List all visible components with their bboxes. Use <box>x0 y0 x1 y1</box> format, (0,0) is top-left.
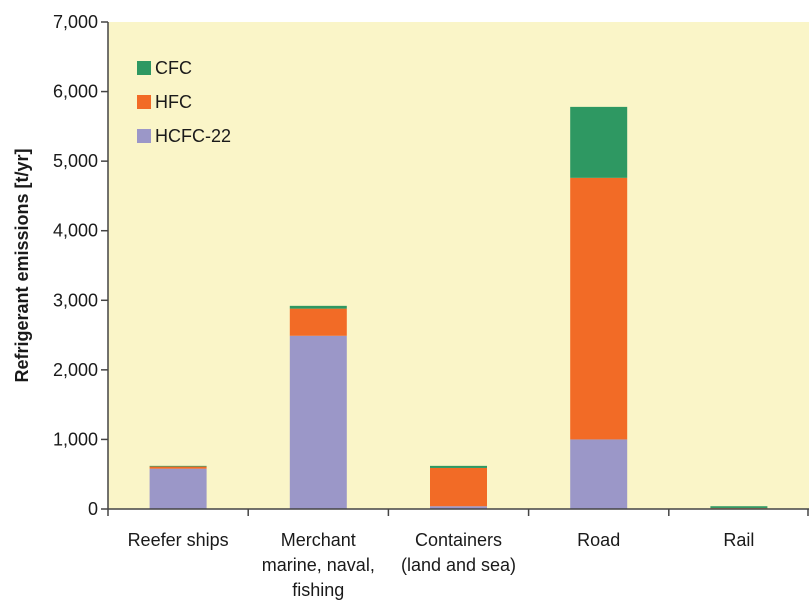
legend-swatch-hcfc-22 <box>137 129 151 143</box>
bar-hcfc-22-1 <box>289 335 347 509</box>
bar-cfc-4 <box>710 506 768 508</box>
y-tick-label-6: 6,000 <box>53 82 98 102</box>
x-axis: Reefer ships Merchant marine, naval, fishin… <box>107 508 809 600</box>
x-tick-label-1: Merchant marine, naval, fishing <box>262 530 375 600</box>
x-tick-label-2: Containers (land and sea) <box>401 530 516 575</box>
legend-label-cfc: CFC <box>155 58 192 78</box>
x-tick-label-4: Rail <box>723 530 754 550</box>
y-tick-label-4: 4,000 <box>53 221 98 241</box>
x-tick-label-3: Road <box>577 530 620 550</box>
legend-label-hcfc-22: HCFC-22 <box>155 126 231 146</box>
legend-swatch-cfc <box>137 61 151 75</box>
plot-area <box>108 22 809 509</box>
bar-cfc-3 <box>570 106 628 178</box>
legend-swatch-hfc <box>137 95 151 109</box>
legend: CFC HFC HCFC-22 <box>137 58 231 146</box>
y-axis: 0 1,000 2,000 3,000 4,000 5,000 6,000 7,000 <box>53 12 109 519</box>
bar-hcfc-22-2 <box>430 506 487 509</box>
bar-hfc-3 <box>570 177 628 440</box>
y-tick-label-2: 2,000 <box>53 360 98 380</box>
y-tick-label-1: 1,000 <box>53 429 98 449</box>
bar-hfc-0 <box>149 466 207 469</box>
y-tick-label-3: 3,000 <box>53 290 98 310</box>
bar-cfc-0 <box>149 465 207 467</box>
y-axis-title: Refrigerant emissions [t/yr] <box>12 148 32 382</box>
bar-cfc-2 <box>430 465 487 468</box>
y-tick-label-7: 7,000 <box>53 12 98 32</box>
y-tick-label-0: 0 <box>88 499 98 519</box>
bar-cfc-1 <box>289 305 347 309</box>
bar-hcfc-22-3 <box>570 439 628 509</box>
bar-hcfc-22-0 <box>149 468 207 509</box>
legend-label-hfc: HFC <box>155 92 192 112</box>
bar-hfc-1 <box>289 308 347 336</box>
x-tick-label-0: Reefer ships <box>128 530 229 550</box>
y-tick-label-5: 5,000 <box>53 151 98 171</box>
bar-hfc-2 <box>430 467 487 507</box>
